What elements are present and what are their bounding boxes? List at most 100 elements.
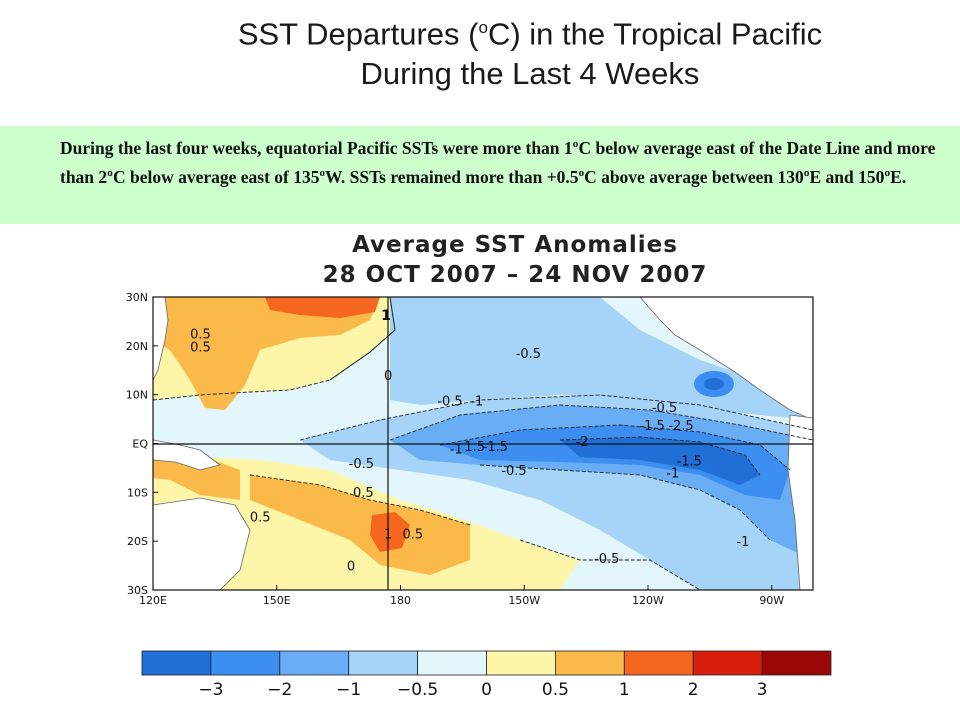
longitude-label: 90W — [759, 594, 784, 607]
latitude-label: 20N — [126, 340, 148, 353]
colorbar-label: 2 — [688, 680, 699, 700]
longitude-label: 120E — [139, 594, 167, 607]
summary-box: During the last four weeks, equatorial P… — [0, 126, 960, 224]
latitude-label: 30N — [126, 291, 148, 304]
contour-label: 0.5 — [403, 528, 424, 543]
contour-label: -0.5 — [501, 464, 526, 479]
colorbar-swatch — [623, 650, 694, 676]
colorbar-swatch — [486, 650, 556, 676]
colorbar-swatch — [210, 650, 281, 676]
colorbar-label: −0.5 — [397, 680, 438, 700]
contour-line — [389, 404, 813, 441]
degree-sup: o — [578, 167, 585, 179]
latitude-label: EQ — [132, 438, 148, 451]
title-part: C) in the Tropical Pacific — [487, 16, 823, 52]
latitude-label: 30S — [127, 584, 148, 597]
summary-part: C above average between 130ºE and 150ºE. — [584, 166, 907, 187]
contour-label: 0.5 — [250, 511, 271, 526]
warm-region-far-west — [153, 450, 240, 500]
colorbar-label: −1 — [336, 680, 361, 700]
colorbar-swatch — [761, 650, 832, 676]
colorbar-swatch — [692, 650, 763, 676]
contour-label: -1 — [666, 467, 679, 482]
contour-label: -0.5 — [652, 401, 677, 416]
longitude-label: 180 — [390, 594, 411, 607]
summary-text: During the last four weeks, equatorial P… — [60, 136, 950, 190]
longitude-label: 150E — [263, 594, 291, 607]
contour-line — [559, 436, 761, 476]
latitude-label: 20S — [127, 535, 148, 548]
land-asia — [153, 297, 169, 381]
colorbar-label: 0 — [481, 680, 492, 700]
warm-region-top — [265, 297, 380, 318]
latitude-label: 10N — [126, 389, 148, 402]
warm-region-south-hot — [370, 512, 410, 552]
colorbar: −3 −2 −1 −0.5 0 0.5 1 2 3 — [141, 650, 832, 700]
date-line-contour-label: 1 — [381, 308, 391, 324]
contour-label: -1.5 — [677, 454, 702, 469]
land-north-america — [639, 297, 813, 421]
anomaly-field — [153, 297, 813, 590]
contour-label: 0 — [384, 369, 392, 384]
slide-title: SST Departures (oC) in the Tropical Paci… — [140, 8, 920, 94]
colorbar-swatch — [141, 650, 212, 676]
title-line-2: During the Last 4 Weeks — [360, 56, 700, 92]
map-title: Average SST Anomalies 28 OCT 2007 – 24 N… — [240, 230, 790, 290]
colorbar-label: −2 — [267, 680, 292, 700]
title-line-1: SST Departures (oC) in the Tropical Paci… — [140, 8, 920, 54]
contour-label: -2.5 — [668, 419, 693, 434]
contour-lines — [153, 351, 813, 590]
contour-line — [299, 394, 813, 441]
contour-line — [519, 539, 701, 590]
contour-label: -1.5 — [483, 440, 508, 455]
contour-label: -1 — [470, 394, 483, 409]
contour-label: 0.5 — [190, 341, 211, 356]
map-title-line-1: Average SST Anomalies — [352, 232, 678, 258]
latitude-labels: 30N 20N 10N EQ 10S 20S 30S — [126, 291, 158, 597]
contour-label: -1.5 — [639, 419, 664, 434]
contour-label: -0.5 — [437, 394, 462, 409]
summary-part: W. SSTs remained more than +0.5 — [325, 166, 579, 187]
contour-label: 1.5 — [464, 440, 485, 455]
degree-sup: o — [319, 167, 326, 179]
colorbar-swatch — [348, 650, 419, 676]
contour-labels: 0.50.5 -0.50-0.5 -1 -0.5-1.5 -2.5-2-1 1.5-1.5… — [190, 308, 749, 574]
colorbar-swatch — [417, 650, 487, 676]
contour-line — [479, 464, 771, 541]
longitude-label: 150W — [508, 594, 540, 607]
degree-sup: o — [478, 18, 488, 37]
colorbar-swatch — [555, 650, 625, 676]
land-south-america — [787, 414, 813, 590]
title-part: SST Departures ( — [237, 16, 479, 52]
land-indonesia — [153, 439, 221, 471]
contour-label: 0 — [347, 559, 355, 574]
colorbar-label: 1 — [619, 680, 630, 700]
contour-line — [439, 424, 791, 471]
contour-label: -0.5 — [594, 552, 619, 567]
contour-label: -1 — [450, 442, 463, 457]
contour-label: -1 — [736, 535, 749, 550]
contour-label: -0.5 — [349, 457, 374, 472]
contour-line-solid — [329, 297, 396, 381]
contour-line — [249, 474, 471, 526]
contour-label: -2 — [576, 435, 589, 450]
colorbar-label: −3 — [198, 680, 223, 700]
contour-label: 0.5 — [353, 486, 374, 501]
warm-region-west-north-core — [153, 297, 380, 410]
longitude-label: 120W — [632, 594, 664, 607]
colorbar-swatch — [279, 650, 350, 676]
summary-part: During the last four weeks, equatorial P… — [60, 138, 936, 187]
contour-label: -0.5 — [516, 347, 541, 362]
warm-region-south-core — [250, 475, 470, 575]
contour-label: 0.5 — [190, 328, 211, 343]
cool-region-minus3 — [560, 437, 760, 485]
land-australia — [153, 497, 251, 590]
colorbar-label: 3 — [757, 680, 768, 700]
contour-label: 1 — [384, 528, 392, 543]
cool-eddy-core — [704, 378, 724, 390]
map-title-line-2: 28 OCT 2007 – 24 NOV 2007 — [322, 262, 708, 288]
longitude-labels: 120E 150E 180 150W 120W 90W — [139, 585, 784, 607]
colorbar-label: 0.5 — [542, 680, 569, 700]
latitude-label: 10S — [127, 486, 148, 499]
